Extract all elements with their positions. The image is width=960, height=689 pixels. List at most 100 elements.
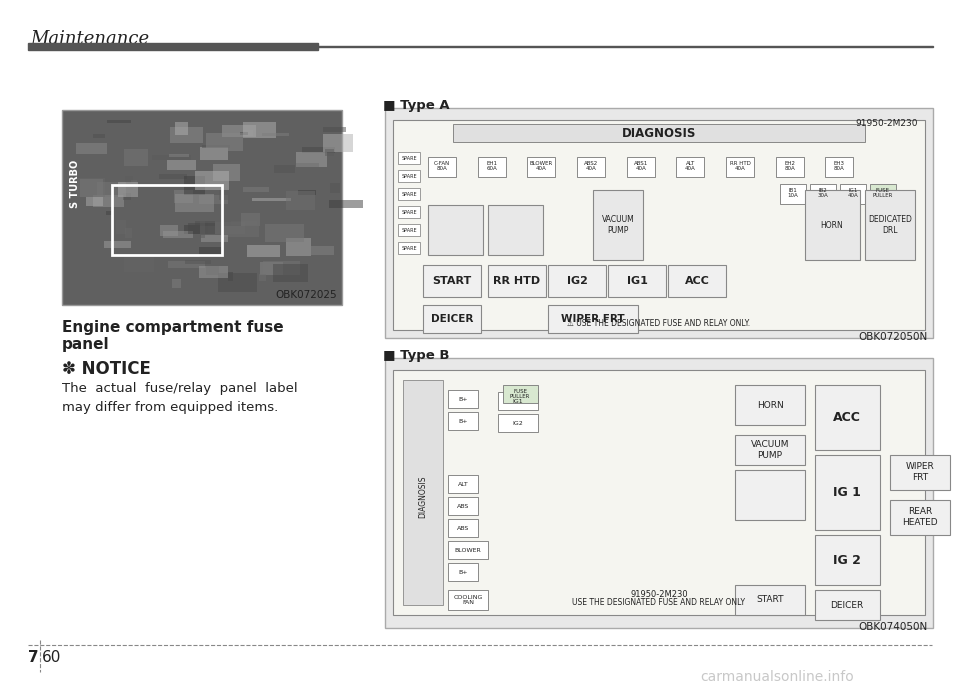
Bar [593,190,643,260]
Bar [677,157,705,177]
Text: IG 2: IG 2 [833,553,861,566]
Text: EH1
60A: EH1 60A [486,161,497,172]
Bar [252,198,291,201]
Bar [62,110,342,305]
Bar [112,185,222,255]
Bar [478,157,506,177]
Bar [240,132,248,135]
Bar [219,189,230,200]
Bar [298,190,316,195]
Bar [627,157,655,177]
Bar [302,246,334,255]
Bar [448,475,478,493]
Text: ALT
40A: ALT 40A [684,161,696,172]
Bar [527,157,555,177]
Text: USE THE DESIGNATED FUSE AND RELAY ONLY: USE THE DESIGNATED FUSE AND RELAY ONLY [572,598,746,607]
Bar [107,120,131,123]
Text: ✽ NOTICE: ✽ NOTICE [62,360,151,378]
Bar [890,500,950,535]
Bar [810,184,836,204]
Bar [498,392,538,410]
Text: VACUUM
PUMP: VACUUM PUMP [751,440,789,460]
Bar [398,224,420,236]
Bar [231,221,257,225]
Bar [780,184,806,204]
Bar [815,535,880,585]
Text: EH3
80A: EH3 80A [834,161,845,172]
Bar [152,155,191,160]
Bar [243,187,269,192]
Bar [185,260,211,264]
Bar [815,590,880,620]
Bar [125,176,133,190]
Bar [274,165,295,173]
Bar [159,174,187,179]
Bar [188,223,215,234]
Text: SPARE: SPARE [401,192,417,196]
Bar [125,228,132,238]
Bar [259,274,266,281]
Text: DEICER: DEICER [431,314,473,324]
Bar [243,130,253,136]
Bar [805,190,860,260]
Text: WIPER FRT: WIPER FRT [562,314,625,324]
Bar [200,221,205,238]
Text: SPARE: SPARE [401,156,417,161]
Text: RR HTD
40A: RR HTD 40A [730,161,751,172]
Text: DIAGNOSIS: DIAGNOSIS [419,475,427,518]
Bar [735,385,805,425]
Text: Engine compartment fuse
panel: Engine compartment fuse panel [62,320,283,352]
Text: Maintenance: Maintenance [30,30,149,48]
Bar [330,183,340,193]
Bar [200,147,228,160]
Text: The  actual  fuse/relay  panel  label
may differ from equipped items.: The actual fuse/relay panel label may di… [62,382,298,414]
Bar [28,43,318,50]
Bar [243,122,276,138]
Text: COOLING
FAN: COOLING FAN [453,595,483,606]
Bar [184,225,200,234]
Text: C-FAN
80A: C-FAN 80A [434,161,450,172]
Bar [735,585,805,615]
Bar [169,154,189,157]
Bar [195,221,215,226]
Bar [218,273,257,292]
Bar [184,176,205,195]
Bar [222,125,256,137]
Text: FUSE
PULLER: FUSE PULLER [510,389,530,400]
Text: START: START [756,595,783,604]
Bar [223,226,259,237]
Bar [325,149,334,156]
Bar [393,120,925,330]
Text: 91950-2M230: 91950-2M230 [630,590,687,599]
Text: IG1
40A: IG1 40A [848,187,858,198]
Text: OBK072025: OBK072025 [276,290,337,300]
Bar [423,265,481,297]
Text: SPARE: SPARE [401,245,417,251]
Bar [174,190,193,203]
Bar [206,266,219,275]
Bar [826,157,853,177]
Bar [448,497,478,515]
Text: carmanualsonline.info: carmanualsonline.info [700,670,853,684]
Text: B+: B+ [458,396,468,402]
Bar [228,272,233,281]
Text: BLOWER: BLOWER [455,548,481,553]
Text: ACC: ACC [684,276,709,286]
Text: 60: 60 [42,650,61,665]
Bar [393,370,925,615]
Bar [170,127,203,143]
Bar [106,211,114,215]
Bar [726,157,754,177]
Bar [448,519,478,537]
Bar [385,358,933,628]
Text: EH2
80A: EH2 80A [784,161,795,172]
Bar [448,412,478,430]
Bar [93,134,105,138]
Bar [302,147,335,153]
Bar [776,157,804,177]
Bar [124,149,148,166]
Bar [323,127,346,132]
Bar [428,205,483,255]
Text: REAR
HEATED: REAR HEATED [902,507,938,527]
Bar [548,305,638,333]
